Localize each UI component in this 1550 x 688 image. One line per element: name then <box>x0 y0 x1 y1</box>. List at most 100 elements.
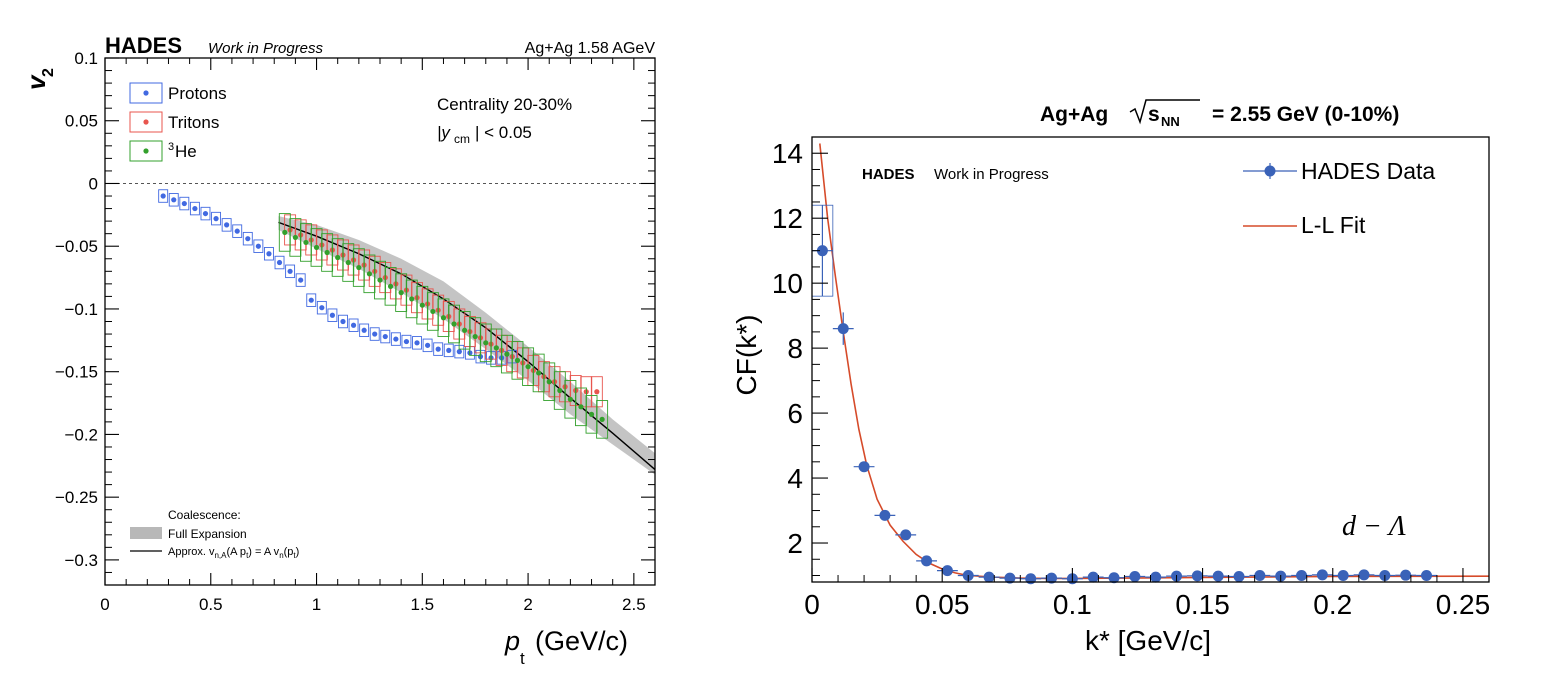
sys-error-box <box>401 334 412 349</box>
data-point <box>403 338 410 345</box>
data-point <box>594 389 600 395</box>
y-tick-label: 0.1 <box>74 49 98 68</box>
right-chart-title: Ag+Ag s NN = 2.55 GeV (0-10%) <box>1040 99 1399 129</box>
y-tick-label: −0.2 <box>64 425 98 444</box>
x-tick-label: 1.5 <box>410 595 434 614</box>
sys-error-box <box>200 206 211 221</box>
y-tick-label: −0.3 <box>64 551 98 570</box>
left-ylabel: v 2 <box>21 68 57 90</box>
sys-error-box <box>433 342 444 356</box>
legend-he3-superscript: 3 <box>168 141 174 153</box>
data-point <box>1129 570 1141 582</box>
x-tick-label: 0.25 <box>1436 589 1491 620</box>
data-point <box>462 327 468 333</box>
model-legend-title: Coalescence: <box>168 508 241 522</box>
data-point <box>398 290 404 296</box>
y-tick-label: 10 <box>772 268 803 299</box>
data-point <box>361 327 367 333</box>
legend-tritons-box <box>129 111 163 133</box>
sys-error-box <box>295 273 306 287</box>
right-title-sub: NN <box>1161 114 1180 129</box>
data-point <box>599 416 605 422</box>
sys-error-box <box>596 400 609 439</box>
legend-protons-label: Protons <box>168 84 227 103</box>
right-title-s: s <box>1148 103 1160 126</box>
data-point <box>356 264 362 271</box>
data-point <box>303 239 309 246</box>
sys-error-box <box>359 323 370 338</box>
data-point <box>1296 570 1308 582</box>
data-point <box>472 333 478 340</box>
series-3he <box>278 213 609 439</box>
legend-tritons-label: Tritons <box>168 113 219 132</box>
data-point <box>493 345 499 351</box>
data-point <box>451 321 457 327</box>
left-plot-area: 0 0.5 1 1.5 2 2.5 0.1 0.05 0 −0.05 −0.1 −0.15 −0.2 −0… <box>55 49 656 614</box>
data-point <box>1337 570 1349 582</box>
left-annotations: Centrality 20-30% |y cm | < 0.05 <box>437 95 572 146</box>
data-point <box>329 312 336 318</box>
legend-fit-label: L-L Fit <box>1301 212 1366 238</box>
y-tick-label: 4 <box>787 463 803 494</box>
data-point <box>1421 570 1433 582</box>
sys-error-box <box>168 193 179 207</box>
data-point <box>255 243 261 249</box>
data-point <box>202 210 209 217</box>
data-point <box>313 244 320 251</box>
data-point <box>350 322 357 328</box>
data-point <box>858 461 870 473</box>
sys-error-box <box>285 264 296 279</box>
left-ylabel-sub: 2 <box>40 68 57 77</box>
data-point <box>192 205 198 212</box>
data-point <box>287 268 293 274</box>
model-legend: Coalescence: Full Expansion Approx. vn,A… <box>130 508 299 560</box>
left-xlabel-unit: (GeV/c) <box>535 626 628 656</box>
data-point <box>1046 572 1058 584</box>
data-point <box>1004 572 1016 584</box>
left-xlabel-sub: t <box>520 649 525 668</box>
right-plot-frame <box>811 136 1490 583</box>
data-point <box>387 283 394 289</box>
rapidity-annotation-cut: | < 0.05 <box>475 123 532 142</box>
data-point <box>224 222 230 228</box>
data-point <box>1212 570 1224 582</box>
data-point <box>983 571 995 583</box>
d-lambda-annotation: d − Λ <box>1342 511 1406 542</box>
data-point <box>160 193 166 199</box>
legend-protons-box <box>129 82 163 104</box>
data-point <box>419 302 425 308</box>
legend-data-marker <box>1264 165 1276 177</box>
sys-error-box <box>263 247 274 261</box>
sys-error-box <box>316 300 327 315</box>
data-point <box>409 296 415 302</box>
x-tick-label: 0.1 <box>1053 589 1092 620</box>
data-point <box>504 351 510 357</box>
data-point <box>335 254 341 261</box>
data-point <box>435 346 441 352</box>
legend-he3-box <box>129 140 163 162</box>
x-tick-label: 0.5 <box>199 595 223 614</box>
data-point <box>1191 570 1203 582</box>
data-point <box>1087 571 1099 583</box>
y-tick-label: 6 <box>787 398 803 429</box>
x-tick-label: 2 <box>523 595 532 614</box>
right-status-label: Work in Progress <box>934 166 1049 183</box>
y-tick-label: −0.05 <box>55 237 98 256</box>
right-title-system: Ag+Ag <box>1040 103 1108 126</box>
data-point <box>1233 570 1245 582</box>
left-plot-frame <box>104 57 656 586</box>
right-ylabel: CF(k*) <box>731 315 762 396</box>
data-point <box>900 529 912 541</box>
data-point <box>308 297 314 303</box>
left-xlabel: p t (GeV/c) <box>504 626 628 668</box>
model-legend-line-label: Approx. vn,A(A pt) = A vn(pt) <box>168 546 299 560</box>
data-point <box>446 347 452 353</box>
centrality-annotation: Centrality 20-30% <box>437 95 572 114</box>
x-tick-label: 0 <box>804 589 820 620</box>
data-point <box>1358 569 1370 581</box>
data-point <box>941 565 953 577</box>
rapidity-annotation-sub: cm <box>454 132 470 146</box>
data-point <box>181 200 187 207</box>
y-tick-label: 12 <box>772 203 803 234</box>
data-point <box>1316 569 1328 581</box>
